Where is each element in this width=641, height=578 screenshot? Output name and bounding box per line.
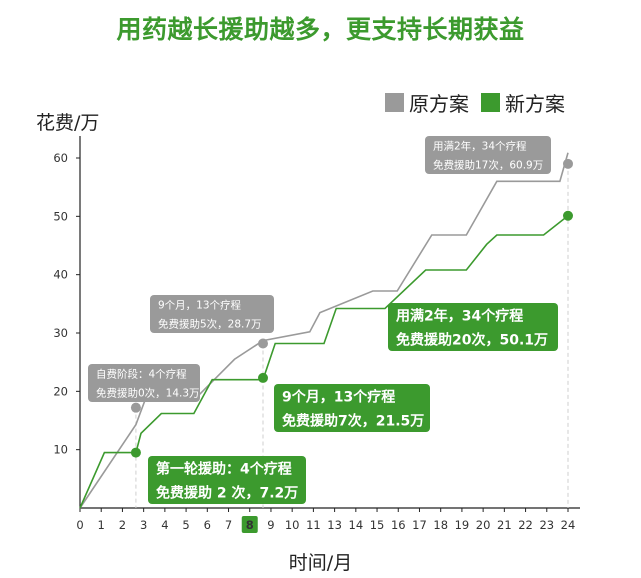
annotation-text: 免费援助20次，50.1万 [396, 331, 548, 348]
x-tick-label: 4 [161, 518, 168, 532]
x-tick-label: 7 [225, 518, 232, 532]
annotation-text: 自费阶段：4个疗程 [96, 367, 187, 380]
data-point-new [258, 372, 268, 383]
annotation-box [274, 384, 430, 432]
x-tick-label: 8 [246, 518, 254, 532]
data-point-old [130, 402, 141, 413]
annotation-box [148, 456, 306, 504]
data-point-old [563, 158, 573, 169]
y-axis-label: 花费/万 [36, 112, 100, 134]
legend-swatch-new [481, 93, 500, 112]
y-tick-label: 30 [53, 326, 68, 340]
y-tick-label: 60 [53, 151, 68, 165]
annotation-text: 9个月，13个疗程 [158, 298, 242, 311]
legend-item-old: 原方案 [385, 88, 469, 117]
annotation-text: 用满2年，34个疗程 [433, 139, 527, 152]
data-point-old [258, 338, 268, 349]
x-tick-label: 10 [285, 518, 300, 532]
x-tick-label: 1 [98, 518, 105, 532]
x-tick-label: 16 [391, 518, 406, 532]
y-tick-label: 40 [53, 268, 68, 282]
annotation-text: 免费援助17次，60.9万 [433, 158, 543, 171]
x-tick-label: 6 [204, 518, 211, 532]
annotation-text: 9个月，13个疗程 [282, 388, 395, 405]
y-tick-label: 10 [53, 443, 68, 457]
x-tick-label: 17 [412, 518, 427, 532]
x-tick-label: 5 [182, 518, 189, 532]
annotation-text: 免费援助0次，14.3万 [96, 386, 200, 399]
annotation-text: 第一轮援助：4个疗程 [156, 460, 292, 477]
annotation-box [150, 295, 274, 333]
annotation-text: 免费援助7次，21.5万 [282, 412, 424, 429]
x-tick-label: 2 [119, 518, 126, 532]
annotation-box [88, 364, 200, 402]
legend: 原方案 新方案 [373, 88, 565, 117]
legend-item-new: 新方案 [481, 88, 565, 117]
x-tick-label: 20 [476, 518, 491, 532]
annotation-box [388, 303, 558, 351]
x-tick-label: 18 [433, 518, 448, 532]
x-axis-label: 时间/月 [288, 552, 353, 574]
x-tick-label: 24 [561, 518, 576, 532]
legend-label-old: 原方案 [409, 92, 469, 116]
annotations: 自费阶段：4个疗程免费援助0次，14.3万9个月，13个疗程免费援助5次，28.… [88, 136, 558, 504]
annotation-text: 免费援助 2 次，7.2万 [156, 484, 298, 501]
y-tick-label: 50 [53, 209, 68, 223]
x-tick-label: 11 [306, 518, 321, 532]
x-tick-label: 9 [267, 518, 274, 532]
x-tick-label: 3 [140, 518, 147, 532]
legend-label-new: 新方案 [505, 92, 565, 116]
x-tick-label: 14 [349, 518, 364, 532]
annotation-box [425, 136, 551, 174]
chart-title: 用药越长援助越多，更支持长期获益 [116, 15, 525, 44]
series-line-new [79, 215, 569, 509]
x-tick-label: 15 [370, 518, 385, 532]
y-tick-label: 20 [53, 384, 68, 398]
x-tick-label: 19 [455, 518, 470, 532]
annotation-text: 免费援助5次，28.7万 [158, 317, 262, 330]
x-tick-label: 23 [539, 518, 554, 532]
x-tick-highlight [241, 516, 258, 533]
data-point-new [130, 447, 141, 458]
data-point-new [563, 210, 573, 221]
x-tick-label: 0 [76, 518, 83, 532]
legend-swatch-old [385, 93, 404, 112]
annotation-text: 用满2年，34个疗程 [396, 307, 523, 324]
x-tick-label: 13 [327, 518, 342, 532]
x-tick-label: 21 [497, 518, 512, 532]
x-tick-label: 22 [518, 518, 533, 532]
data-points [130, 158, 573, 458]
